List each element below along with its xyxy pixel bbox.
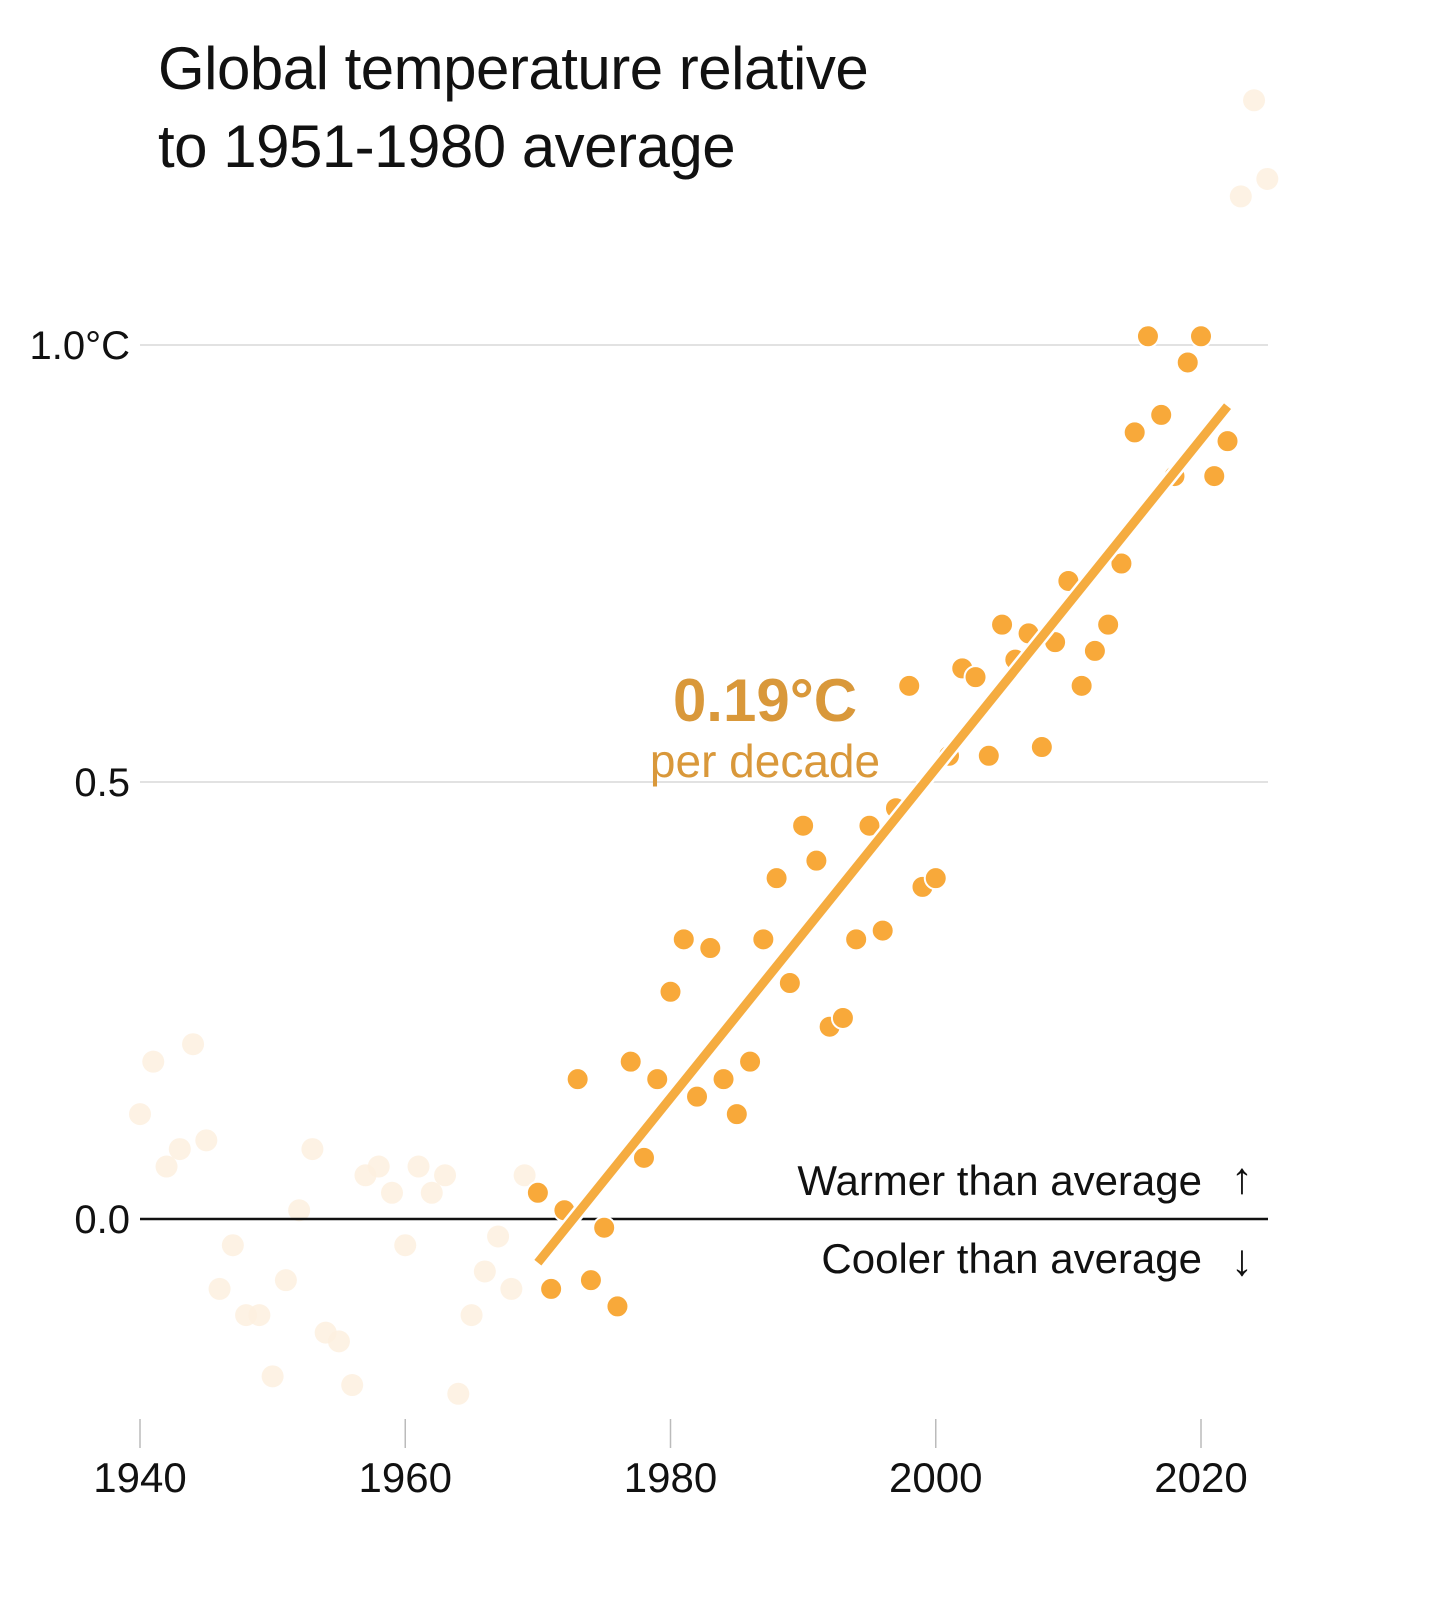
faded-data-point <box>129 1103 151 1126</box>
data-point <box>777 971 802 996</box>
x-tick-label: 2000 <box>889 1454 982 1501</box>
faded-data-point <box>420 1181 443 1204</box>
y-tick-label: 0.5 <box>74 761 130 805</box>
data-point <box>1029 735 1054 760</box>
x-tick-label: 1940 <box>93 1454 186 1501</box>
y-tick-label: 1.0°C <box>30 324 131 368</box>
y-tick-label: 0.0 <box>74 1198 130 1242</box>
faded-data-point <box>301 1138 324 1161</box>
data-point <box>764 866 789 891</box>
data-point <box>1082 638 1107 663</box>
data-point <box>1175 350 1200 375</box>
faded-data-point <box>487 1225 510 1248</box>
data-point <box>539 1276 564 1301</box>
data-point <box>976 743 1001 768</box>
faded-data-point <box>460 1304 483 1327</box>
faded-data-point <box>447 1382 470 1405</box>
data-point <box>618 1049 643 1074</box>
faded-data-point <box>221 1234 244 1257</box>
data-point <box>631 1145 656 1170</box>
faded-data-point <box>394 1234 417 1257</box>
warmer-arrow-icon: ↑ <box>1231 1154 1253 1203</box>
data-point <box>592 1215 617 1240</box>
trend-line-group <box>532 401 1233 1268</box>
data-point <box>791 813 816 838</box>
data-point <box>1109 551 1134 576</box>
data-point <box>963 665 988 690</box>
data-point <box>804 848 829 873</box>
data-point <box>711 1067 736 1092</box>
faded-data-point <box>261 1365 284 1388</box>
faded-data-point <box>168 1138 191 1161</box>
faded-data-point <box>288 1199 311 1222</box>
data-point <box>923 866 948 891</box>
data-point <box>1069 673 1094 698</box>
data-point <box>857 813 882 838</box>
faded-data-point <box>142 1050 165 1073</box>
data-point <box>605 1294 630 1319</box>
data-point <box>671 927 696 952</box>
data-point <box>525 1180 550 1205</box>
chart-title: Global temperature relative to 1951-1980… <box>158 30 869 186</box>
data-point <box>724 1102 749 1127</box>
data-point <box>1122 420 1147 445</box>
data-point <box>738 1049 763 1074</box>
trend-line <box>534 403 1232 1266</box>
data-point <box>870 918 895 943</box>
trend-rate-label: 0.19°C <box>673 667 857 734</box>
chart-title-line-2: to 1951-1980 average <box>158 113 736 180</box>
data-point <box>698 936 723 961</box>
data-point <box>565 1067 590 1092</box>
faded-data-point <box>434 1164 457 1187</box>
data-point <box>1202 464 1227 489</box>
data-point <box>1135 324 1160 349</box>
faded-data-point <box>513 1164 536 1187</box>
data-point <box>844 927 869 952</box>
faded-data-point <box>473 1260 496 1283</box>
data-point <box>1189 324 1213 349</box>
data-point <box>1149 402 1174 427</box>
faded-points <box>129 89 1279 1405</box>
x-tick-label: 2020 <box>1154 1454 1247 1501</box>
faded-data-point <box>327 1330 350 1353</box>
faded-data-point <box>208 1277 231 1300</box>
data-point <box>1215 429 1240 454</box>
x-tick-label: 1980 <box>624 1454 717 1501</box>
faded-data-point <box>195 1129 218 1152</box>
faded-data-point <box>341 1374 364 1397</box>
data-point <box>897 673 922 698</box>
data-point <box>658 979 683 1004</box>
data-point <box>685 1084 710 1109</box>
faded-data-point <box>155 1155 178 1178</box>
data-point <box>1096 612 1121 637</box>
trend-rate-sublabel: per decade <box>650 735 880 787</box>
cooler-label: Cooler than average <box>821 1235 1202 1282</box>
faded-data-point <box>1243 89 1266 112</box>
faded-data-point <box>1256 167 1279 190</box>
faded-data-point <box>274 1269 297 1292</box>
x-tick-label: 1960 <box>359 1454 452 1501</box>
faded-data-point <box>1229 185 1252 208</box>
data-point <box>578 1268 603 1293</box>
warmer-label: Warmer than average <box>797 1157 1202 1204</box>
faded-data-point <box>380 1181 403 1204</box>
faded-data-point <box>367 1155 390 1178</box>
faded-data-point <box>407 1155 430 1178</box>
x-axis: 1940 1960 1980 2000 2020 <box>93 1419 1248 1501</box>
faded-data-point <box>182 1033 205 1056</box>
y-axis-labels: 1.0°C 0.5 0.0 <box>30 324 131 1242</box>
data-point <box>751 927 776 952</box>
faded-data-point <box>500 1277 523 1300</box>
grid-lines <box>140 344 1268 783</box>
data-point <box>990 612 1015 637</box>
data-point <box>830 1005 855 1030</box>
faded-data-point <box>248 1304 271 1327</box>
data-point <box>645 1067 670 1092</box>
cooler-arrow-icon: ↓ <box>1231 1236 1253 1285</box>
chart-title-line-1: Global temperature relative <box>158 35 869 102</box>
